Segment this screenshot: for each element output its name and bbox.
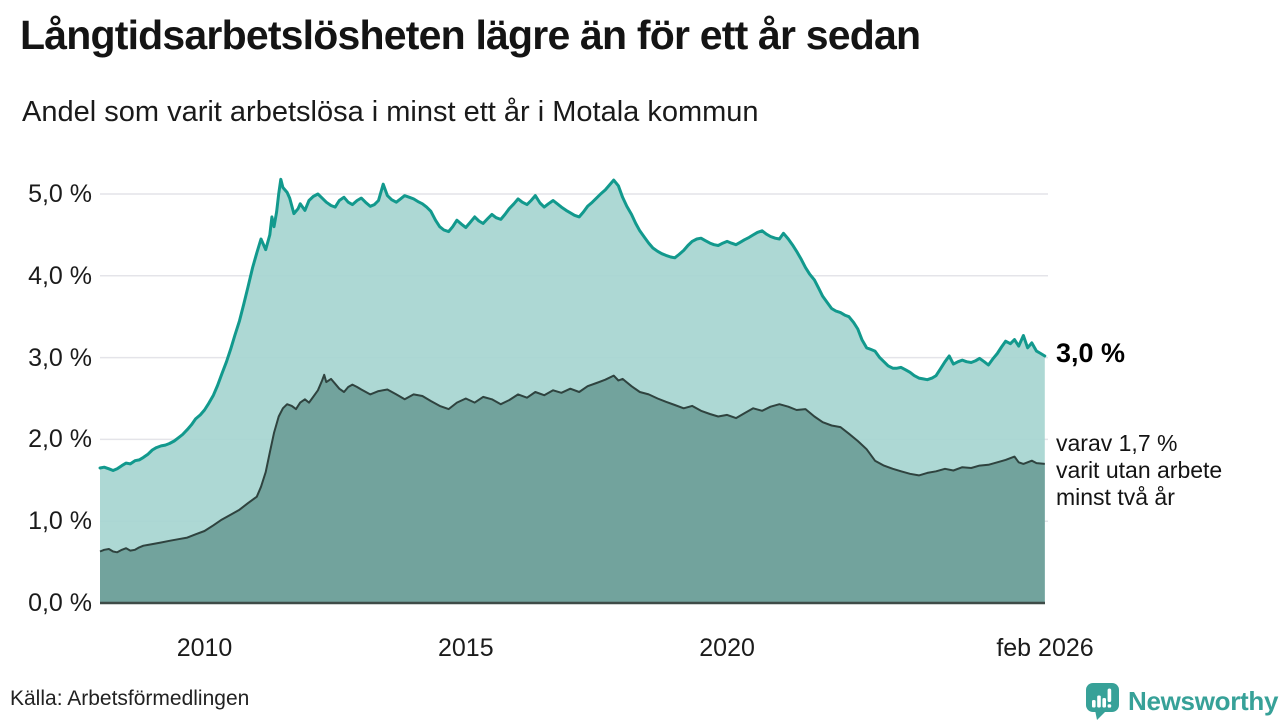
y-tick-label: 4,0 % — [28, 261, 92, 290]
y-tick-label: 0,0 % — [28, 589, 92, 617]
x-tick-label: 2015 — [438, 634, 494, 662]
newsworthy-logo-text: Newsworthy — [1128, 685, 1279, 716]
page-title: Långtidsarbetslösheten lägre än för ett … — [20, 12, 921, 58]
end-value-label: 3,0 % — [1056, 338, 1126, 368]
source-caption: Källa: Arbetsförmedlingen — [10, 687, 250, 710]
newsworthy-logo: Newsworthy — [1085, 682, 1278, 720]
line-total — [98, 177, 1047, 472]
y-tick-label: 3,0 % — [28, 343, 92, 372]
y-tick-label: 5,0 % — [28, 180, 92, 208]
y-tick-label: 2,0 % — [28, 425, 92, 454]
area-two-year — [100, 374, 1045, 603]
page-subtitle: Andel som varit arbetslösa i minst ett å… — [22, 96, 759, 128]
x-tick-label: 2010 — [176, 634, 233, 662]
x-tick-label: 2020 — [699, 634, 755, 662]
line-two-year — [99, 373, 1045, 554]
end-note-label: varav 1,7 % varit utan arbete minst två … — [1056, 430, 1223, 510]
x-tick-label: feb 2026 — [996, 634, 1094, 662]
y-tick-label: 1,0 % — [28, 507, 92, 536]
newsworthy-logo-icon — [1086, 683, 1119, 720]
